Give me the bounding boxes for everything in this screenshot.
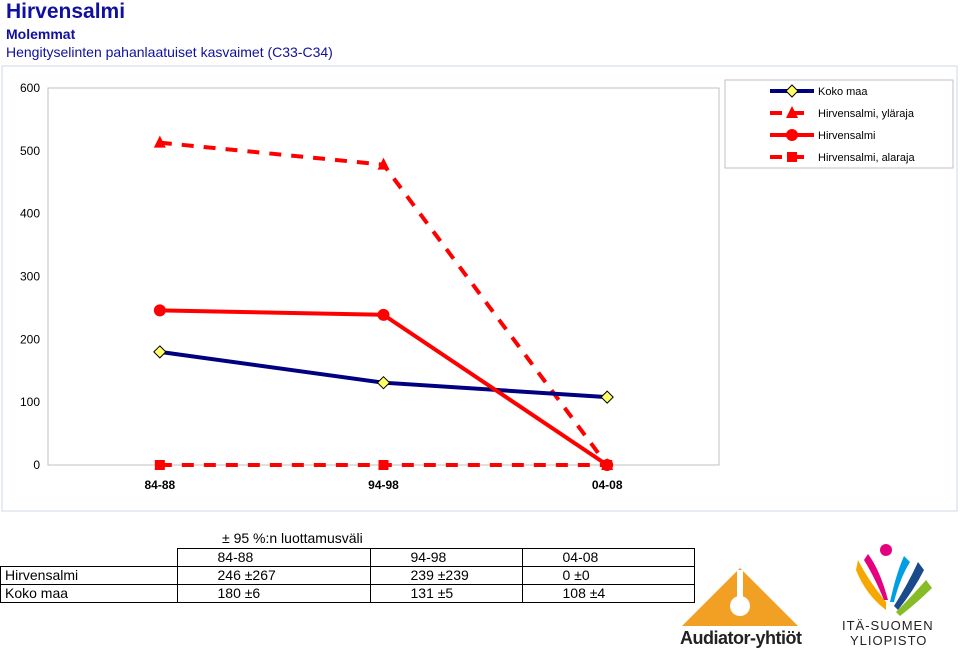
legend-marker — [787, 152, 797, 162]
table-header-cell: 84-88 — [176, 548, 371, 567]
legend-label: Koko maa — [818, 86, 868, 98]
legend-label: Hirvensalmi, alaraja — [818, 152, 915, 164]
series-point — [377, 308, 390, 321]
table-header-row: 84-88 94-98 04-08 — [1, 548, 695, 567]
series-point — [377, 157, 390, 170]
legend-marker — [786, 129, 798, 141]
table-cell: 108 ±4 — [521, 584, 695, 603]
uef-logo-icon — [856, 544, 932, 616]
table-row-label: Hirvensalmi — [0, 566, 178, 585]
audiator-logo-text: Audiator-yhtiöt — [680, 628, 802, 648]
table-cell: 180 ±6 — [176, 584, 371, 603]
series-point — [153, 304, 166, 317]
uef-logo-text-line1: ITÄ-SUOMEN — [842, 618, 934, 633]
table-row-label: Koko maa — [0, 584, 178, 603]
y-tick-label: 300 — [20, 270, 40, 284]
line-chart: 0 100 200 300 400 500 600 84-88 94-98 04-08 Koko… — [1, 65, 958, 512]
chart-description: Hengityselinten pahanlaatuiset kasvaimet… — [6, 44, 333, 60]
x-tick-label: 04-08 — [592, 478, 623, 492]
y-tick-label: 0 — [33, 458, 40, 472]
series-point — [154, 460, 165, 470]
page-subtitle: Molemmat — [6, 26, 76, 42]
x-tick-label: 84-88 — [144, 478, 175, 492]
legend-marker — [786, 106, 798, 118]
legend-label: Hirvensalmi, yläraja — [818, 108, 915, 120]
series-point — [601, 459, 614, 471]
table-cell: 239 ±239 — [369, 566, 523, 585]
legend-label: Hirvensalmi — [818, 130, 875, 142]
y-tick-label: 100 — [20, 395, 40, 409]
legend-marker — [785, 84, 799, 98]
legend-box — [724, 79, 954, 169]
y-tick-label: 600 — [20, 81, 40, 95]
table-cell: 131 ±5 — [369, 584, 523, 603]
table-row: Koko maa 180 ±6 131 ±5 108 ±4 — [0, 584, 695, 603]
ci-caption: ± 95 %:n luottamusväli — [222, 530, 363, 546]
series-point — [378, 460, 389, 470]
y-tick-label: 500 — [20, 144, 40, 158]
table-header-cell: 04-08 — [521, 548, 695, 567]
audiator-logo-icon — [682, 568, 798, 626]
series-point — [600, 390, 614, 404]
table-row: Hirvensalmi 246 ±267 239 ±239 0 ±0 — [0, 566, 695, 585]
table-header-cell: 94-98 — [369, 548, 523, 567]
uef-logo-text-line2: YLIOPISTO — [850, 633, 928, 648]
y-tick-label: 400 — [20, 207, 40, 221]
x-tick-label: 94-98 — [368, 478, 399, 492]
series-point — [153, 345, 167, 359]
y-tick-label: 200 — [20, 332, 40, 346]
table-cell: 246 ±267 — [176, 566, 371, 585]
plot-area — [47, 87, 720, 466]
series-point — [153, 135, 166, 148]
page-title: Hirvensalmi — [6, 0, 126, 23]
series-point — [376, 375, 391, 390]
ci-table: 84-88 94-98 04-08 Hirvensalmi 246 ±267 2… — [0, 548, 695, 603]
table-cell: 0 ±0 — [521, 566, 695, 585]
